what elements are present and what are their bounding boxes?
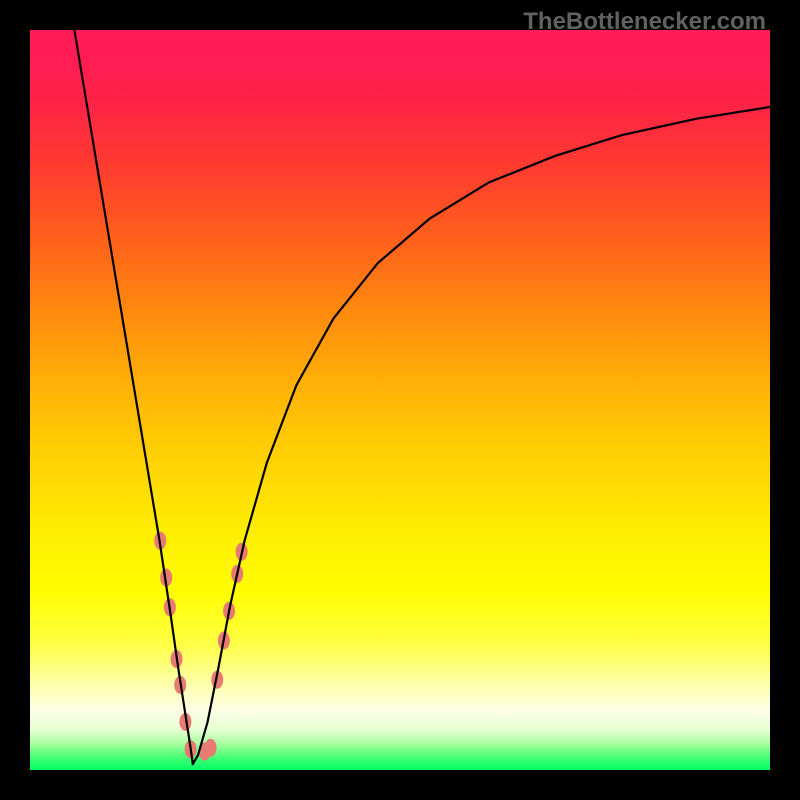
right-curve xyxy=(193,107,770,764)
data-marker xyxy=(205,739,217,757)
chart-overlay xyxy=(0,0,800,800)
marker-group xyxy=(154,532,247,761)
chart-canvas: TheBottlenecker.com xyxy=(0,0,800,800)
